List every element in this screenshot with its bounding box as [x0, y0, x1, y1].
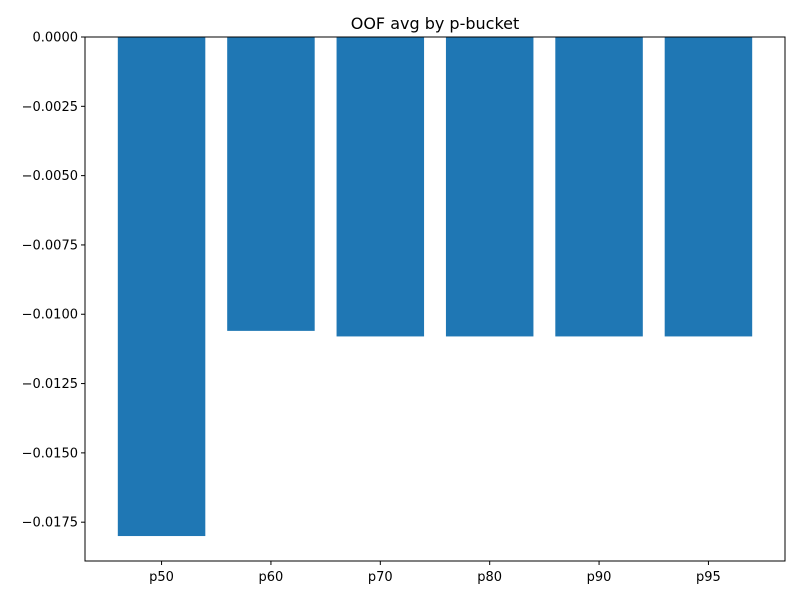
x-tick-label-p90: p90 — [587, 570, 612, 585]
y-tick-label: −0.0125 — [22, 377, 78, 392]
bar-p95 — [664, 37, 753, 337]
bar-p70 — [336, 37, 425, 337]
y-tick-label: −0.0175 — [22, 516, 78, 531]
x-tick-label-p60: p60 — [259, 570, 284, 585]
y-tick-label: −0.0050 — [22, 169, 78, 184]
bar-p90 — [555, 37, 643, 337]
y-tick-label: −0.0075 — [22, 238, 78, 253]
x-tick-label-p95: p95 — [696, 570, 721, 585]
x-tick-label-p80: p80 — [477, 570, 502, 585]
chart-title: OOF avg by p-bucket — [351, 14, 520, 33]
y-tick-label: −0.0150 — [22, 446, 78, 461]
y-tick-label: 0.0000 — [33, 31, 79, 46]
plot-frame — [84, 36, 786, 562]
plot-area: 0.0000 −0.0025 −0.0050 −0.0075 −0.0100 −0.012… — [22, 31, 786, 585]
y-tick-label: −0.0100 — [22, 308, 78, 323]
bar-p50 — [117, 37, 206, 537]
x-tick-label-p70: p70 — [368, 570, 393, 585]
x-tick-label-p50: p50 — [149, 570, 174, 585]
bar-p60 — [227, 37, 315, 331]
bar-p80 — [445, 37, 534, 337]
y-tick-label: −0.0025 — [22, 100, 78, 115]
